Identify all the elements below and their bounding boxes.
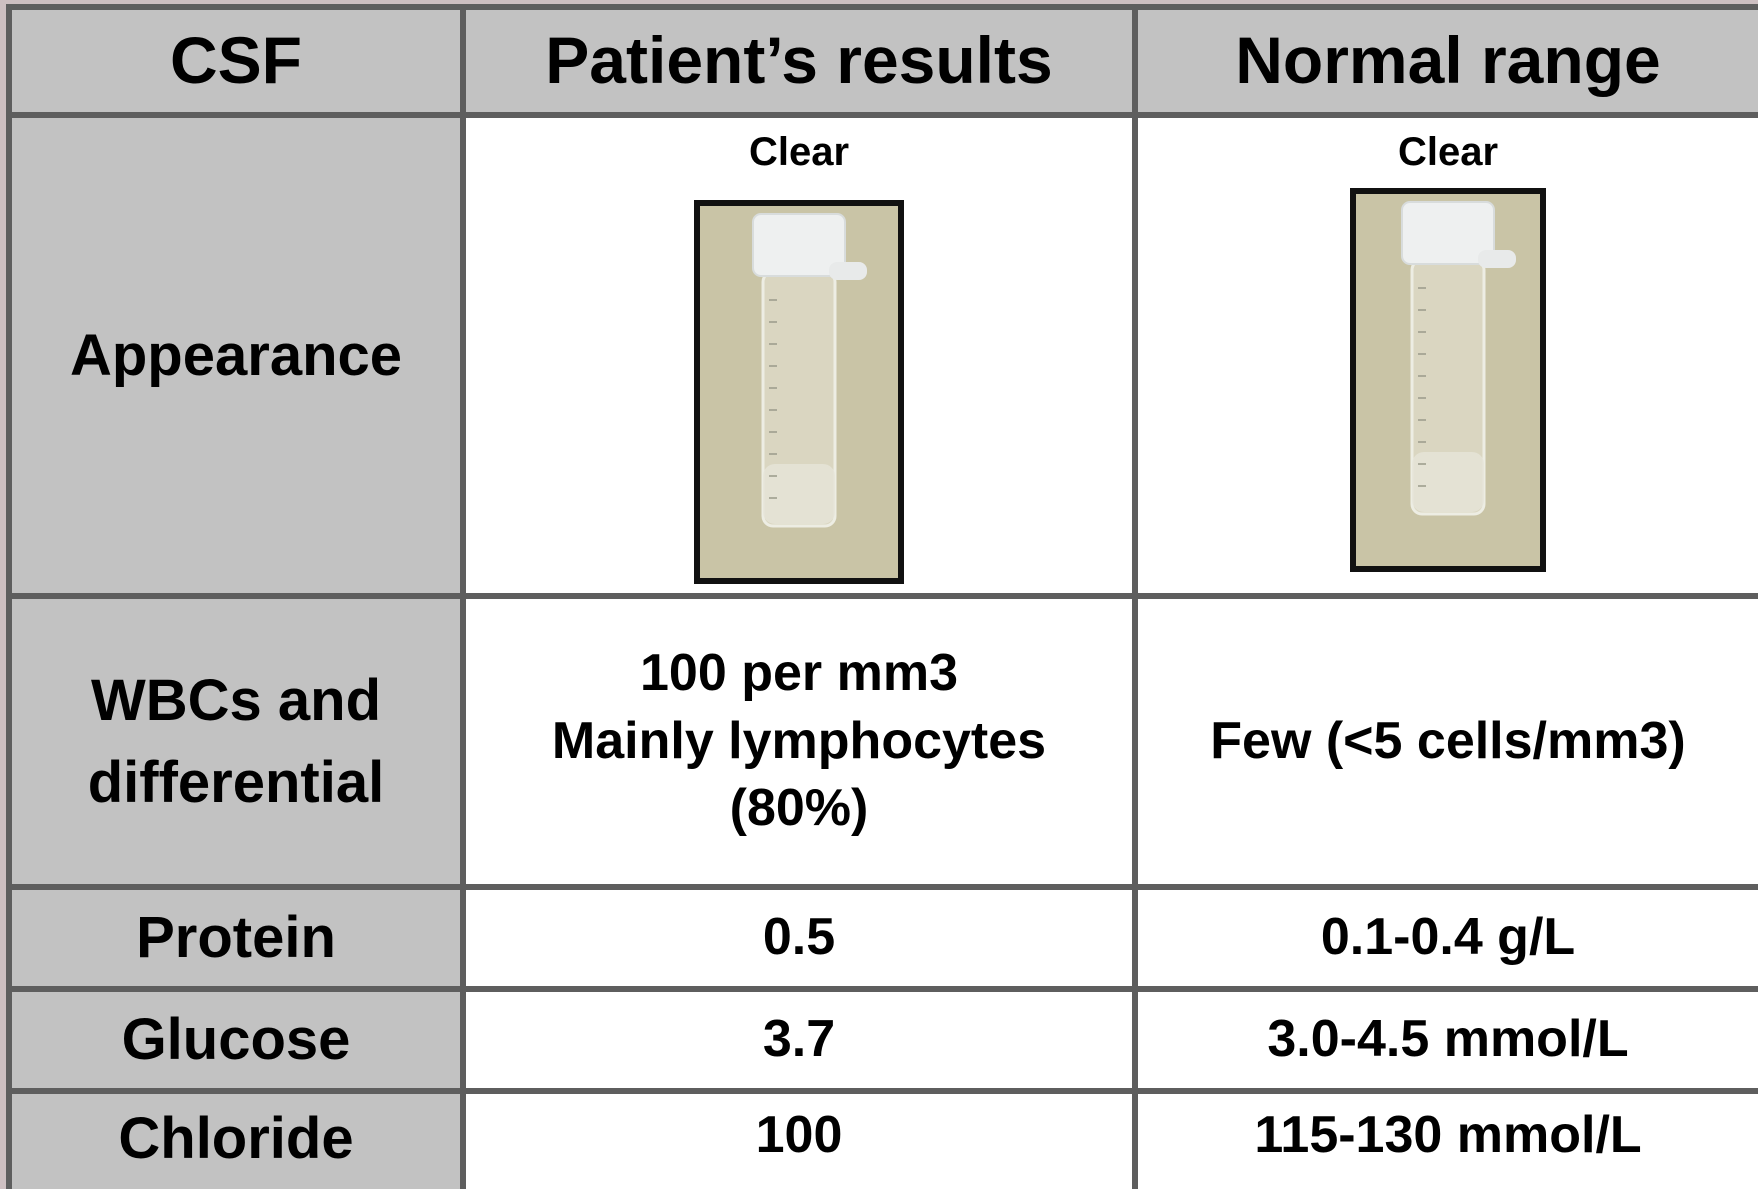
table: CSF Patient’s results Normal range Appea… xyxy=(6,4,1758,1189)
cell-text: Clear xyxy=(749,126,849,178)
table-grid: CSF Patient’s results Normal range Appea… xyxy=(6,4,1758,1189)
row-label: WBCs and differential xyxy=(12,599,460,884)
cell-text: Clear xyxy=(1398,126,1498,178)
row-label: Glucose xyxy=(12,992,460,1088)
cell: 0.1-0.4 g/L xyxy=(1138,890,1758,986)
cell: Few (<5 cells/mm3) xyxy=(1138,599,1758,884)
tube-part xyxy=(1412,452,1484,512)
cell-line: (80%) xyxy=(730,775,869,843)
cell: 115-130 mmol/L xyxy=(1138,1094,1758,1189)
label-line: differential xyxy=(88,742,385,823)
cell: 0.5 xyxy=(466,890,1132,986)
header-cell: Normal range xyxy=(1138,10,1758,112)
tube-photo xyxy=(694,200,904,584)
row-label: Appearance xyxy=(12,118,460,593)
cell: 3.0-4.5 mmol/L xyxy=(1138,992,1758,1088)
cell-line: 100 per mm3 xyxy=(640,640,958,708)
cell: 3.7 xyxy=(466,992,1132,1088)
row-label: Chloride xyxy=(12,1094,460,1189)
header-cell: CSF xyxy=(12,10,460,112)
header-cell: Patient’s results xyxy=(466,10,1132,112)
tube-part xyxy=(829,262,867,280)
cell: Clear xyxy=(1138,118,1758,593)
cell: 100 xyxy=(466,1094,1132,1189)
cell-line: Mainly lymphocytes xyxy=(552,708,1046,776)
cell: Clear xyxy=(466,118,1132,593)
row-label: Protein xyxy=(12,890,460,986)
tube-part xyxy=(1478,250,1516,268)
tube-photo xyxy=(1350,188,1546,572)
cell: 100 per mm3 Mainly lymphocytes (80%) xyxy=(466,599,1132,884)
label-line: WBCs and xyxy=(91,660,381,741)
tube-part xyxy=(763,464,835,524)
